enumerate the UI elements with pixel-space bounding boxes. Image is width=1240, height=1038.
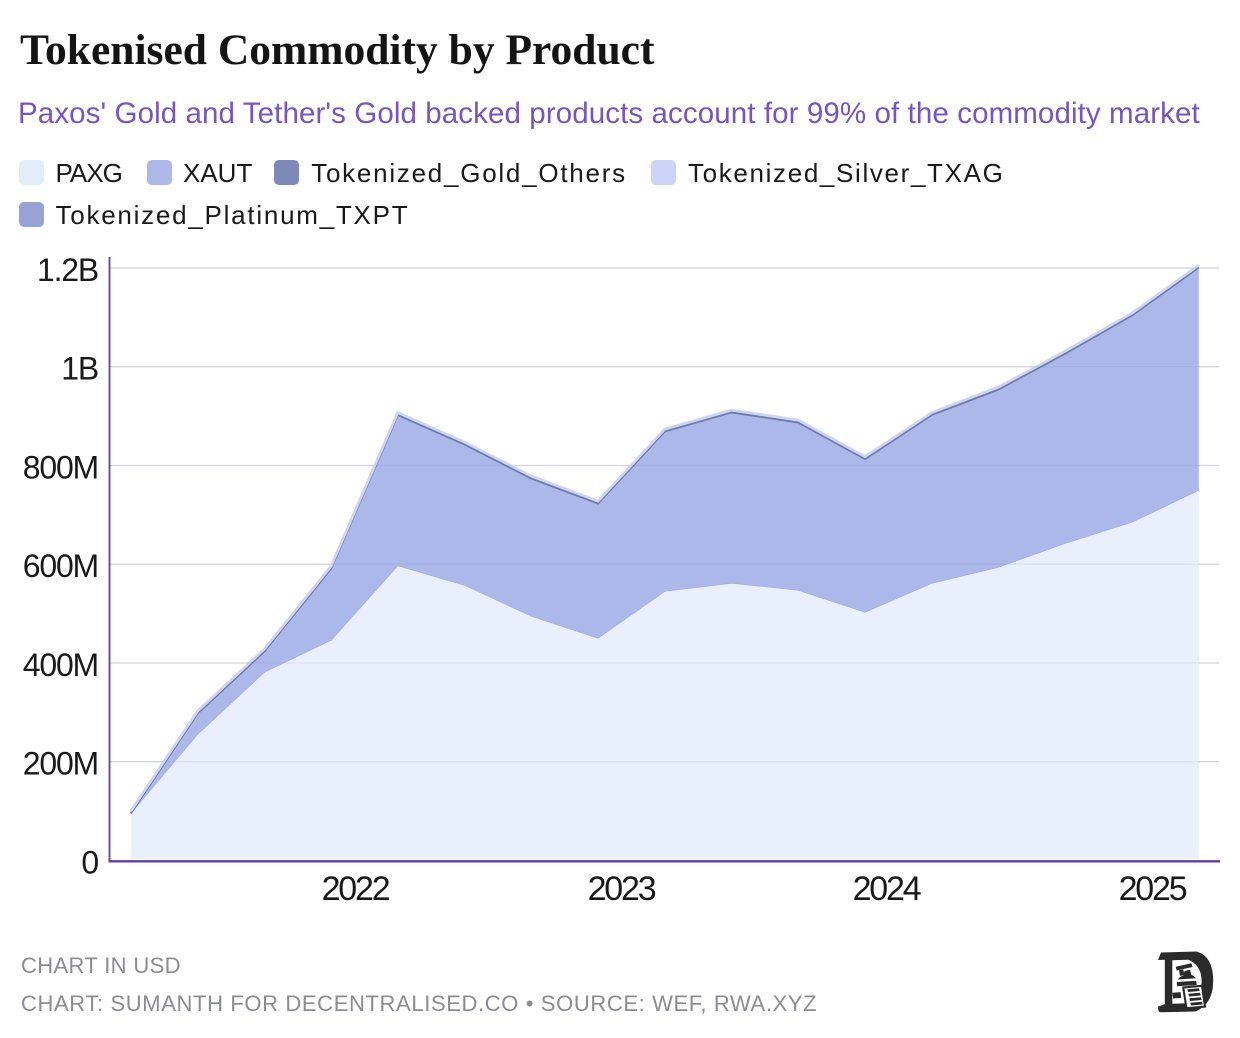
svg-text:1B: 1B <box>61 351 98 387</box>
svg-text:2023: 2023 <box>588 870 656 908</box>
svg-text:2024: 2024 <box>853 870 921 908</box>
svg-text:2025: 2025 <box>1119 870 1187 908</box>
svg-text:400M: 400M <box>23 647 98 683</box>
svg-text:600M: 600M <box>23 548 98 584</box>
svg-text:800M: 800M <box>23 449 98 485</box>
svg-text:0: 0 <box>81 845 98 881</box>
svg-text:1.2B: 1.2B <box>37 252 98 288</box>
svg-text:2022: 2022 <box>322 870 390 908</box>
svg-text:200M: 200M <box>23 746 98 782</box>
